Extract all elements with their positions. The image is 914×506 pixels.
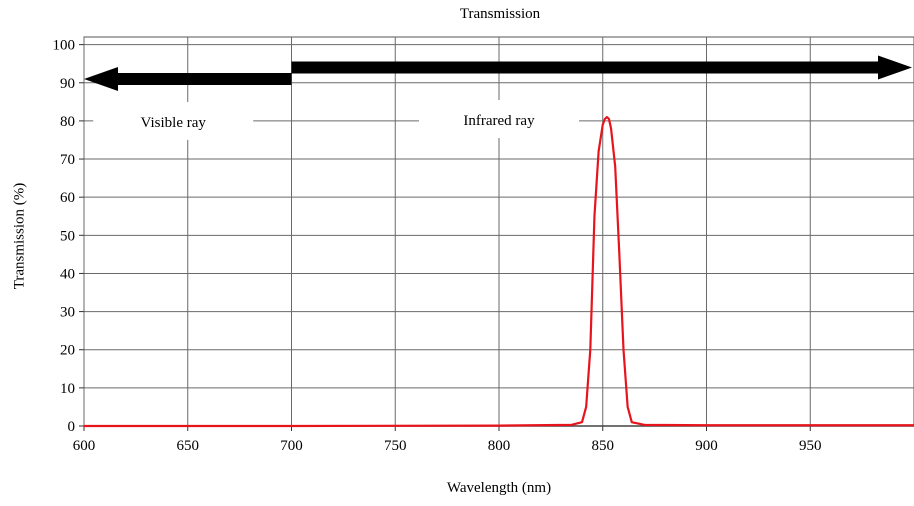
x-axis-label: Wavelength (nm) [446,480,552,496]
x-tick-label: 900 [695,438,718,454]
annotation-label-bg [419,99,579,138]
x-tick-label: 950 [799,438,822,454]
y-tick-label: 20 [60,343,75,359]
y-tick-label: 40 [60,266,75,282]
grid-layer [83,36,914,427]
y-tick-label: 30 [60,305,75,321]
infrared-ray-label: Infrared ray [463,113,535,129]
y-tick-label: 90 [60,76,75,92]
infrared-ray-arrow [291,55,912,80]
y-tick-label: 0 [68,419,76,435]
y-axis-label: Transmission (%) [11,182,28,290]
visible-ray-arrow [84,66,292,91]
series-layer [84,115,914,428]
visible-ray-label: Visible ray [141,115,207,131]
transmission-curve [84,115,914,428]
x-tick-label: 850 [592,438,615,454]
y-tick-label: 50 [60,228,75,244]
x-tick-label: 650 [177,438,200,454]
x-tick-label: 600 [73,438,96,454]
chart-title: Transmission [459,6,541,22]
x-tick-label: 750 [384,438,407,454]
y-tick-label: 60 [60,190,75,206]
y-tick-label: 80 [60,114,75,130]
annotation-label-bg [93,101,254,140]
y-tick-label: 100 [53,38,76,54]
x-tick-label: 800 [488,438,511,454]
annotation-layer: Visible ray Infrared ray [84,55,912,140]
y-tick-label: 70 [60,152,75,168]
x-tick-label: 700 [280,438,303,454]
y-tick-label: 10 [60,381,75,397]
